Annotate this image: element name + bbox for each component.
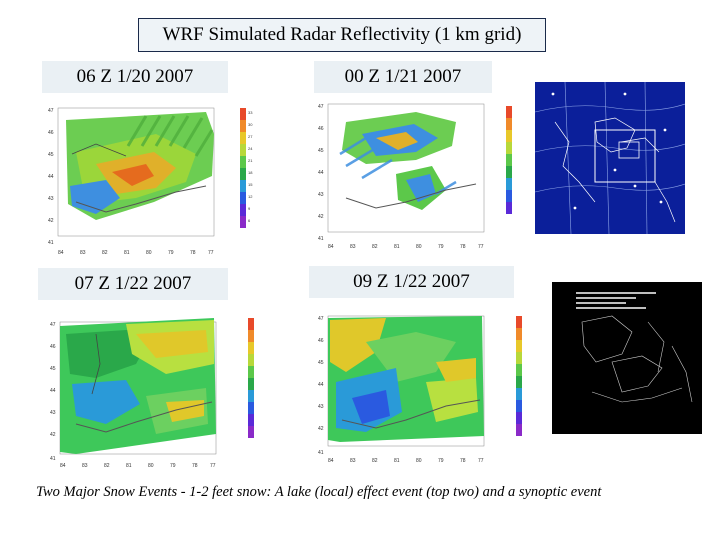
lat-tick: 47 <box>50 322 56 328</box>
lat-tick: 46 <box>48 130 54 136</box>
lon-tick: 84 <box>328 244 334 250</box>
lat-tick: 41 <box>318 450 324 456</box>
lat-tick: 44 <box>50 388 56 394</box>
lon-tick: 79 <box>438 458 444 464</box>
colorbar-tick: 33 <box>248 110 253 115</box>
reflectivity-map-09z-1-22: 47 46 45 44 43 42 41 84 83 82 81 80 79 7… <box>318 315 522 464</box>
lat-tick: 41 <box>318 236 324 242</box>
lon-tick: 81 <box>394 458 400 464</box>
lat-tick: 43 <box>50 410 56 416</box>
colorbar-tick: 21 <box>248 158 253 163</box>
lat-tick: 45 <box>318 148 324 154</box>
lat-tick: 43 <box>318 192 324 198</box>
panel-label-3: 07 Z 1/22 2007 <box>38 268 228 300</box>
panel-label-1: 06 Z 1/20 2007 <box>42 61 228 93</box>
lon-tick: 81 <box>394 244 400 250</box>
lon-tick: 77 <box>208 250 214 256</box>
lon-tick: 77 <box>478 244 484 250</box>
panel-label-2: 00 Z 1/21 2007 <box>314 61 492 93</box>
colorbar-tick: 15 <box>248 182 253 187</box>
panel-label-4: 09 Z 1/22 2007 <box>309 266 514 298</box>
lon-tick: 82 <box>104 463 110 469</box>
colorbar <box>240 108 246 228</box>
colorbar-tick: 12 <box>248 194 253 199</box>
lat-tick: 44 <box>318 382 324 388</box>
lon-tick: 80 <box>146 250 152 256</box>
lon-tick: 81 <box>124 250 130 256</box>
lat-tick: 47 <box>48 108 54 114</box>
page-title: WRF Simulated Radar Reflectivity (1 km g… <box>138 18 546 52</box>
colorbar-tick: 30 <box>248 122 253 127</box>
colorbar-tick: 27 <box>248 134 253 139</box>
lat-tick: 45 <box>50 366 56 372</box>
colorbar-tick: 18 <box>248 170 253 175</box>
lon-tick: 77 <box>210 463 216 469</box>
lon-tick: 84 <box>58 250 64 256</box>
lon-tick: 84 <box>60 463 66 469</box>
lat-tick: 42 <box>50 432 56 438</box>
lon-tick: 82 <box>372 244 378 250</box>
lon-tick: 79 <box>438 244 444 250</box>
lat-tick: 47 <box>318 316 324 322</box>
lat-tick: 45 <box>48 152 54 158</box>
lon-tick: 78 <box>460 458 466 464</box>
colorbar-tick: 24 <box>248 146 253 151</box>
lon-tick: 80 <box>148 463 154 469</box>
model-domain-map <box>535 82 685 234</box>
lon-tick: 83 <box>80 250 86 256</box>
lat-tick: 43 <box>318 404 324 410</box>
lon-tick: 78 <box>460 244 466 250</box>
lon-tick: 80 <box>416 458 422 464</box>
lon-tick: 83 <box>82 463 88 469</box>
colorbar <box>248 318 254 438</box>
colorbar-tick: 9 <box>248 206 251 211</box>
reflectivity-map-00z-1-21: 47 46 45 44 43 42 41 84 83 82 81 80 79 7… <box>318 103 512 250</box>
satellite-image <box>552 282 702 434</box>
lat-tick: 42 <box>48 218 54 224</box>
lon-tick: 78 <box>192 463 198 469</box>
reflectivity-map-07z-1-22: 47 46 45 44 43 42 41 84 83 82 81 80 79 7… <box>50 318 254 469</box>
lon-tick: 84 <box>328 458 334 464</box>
lat-tick: 46 <box>318 126 324 132</box>
lat-tick: 44 <box>318 170 324 176</box>
lat-tick: 46 <box>318 338 324 344</box>
lat-tick: 45 <box>318 360 324 366</box>
lon-tick: 79 <box>168 250 174 256</box>
lon-tick: 83 <box>350 244 356 250</box>
lat-tick: 41 <box>50 456 56 462</box>
lon-tick: 82 <box>372 458 378 464</box>
lat-tick: 47 <box>318 104 324 110</box>
lon-tick: 80 <box>416 244 422 250</box>
colorbar <box>516 316 522 436</box>
lat-tick: 46 <box>50 344 56 350</box>
lat-tick: 42 <box>318 214 324 220</box>
colorbar <box>506 106 512 214</box>
lon-tick: 79 <box>170 463 176 469</box>
lat-tick: 44 <box>48 174 54 180</box>
lon-tick: 81 <box>126 463 132 469</box>
lon-tick: 78 <box>190 250 196 256</box>
lon-tick: 83 <box>350 458 356 464</box>
lon-tick: 77 <box>478 458 484 464</box>
lon-tick: 82 <box>102 250 108 256</box>
caption: Two Major Snow Events - 1-2 feet snow: A… <box>36 484 602 500</box>
reflectivity-map-06z-1-20: 47 46 45 44 43 42 41 84 83 82 81 80 79 7… <box>48 107 253 256</box>
lat-tick: 42 <box>318 426 324 432</box>
colorbar-tick: 6 <box>248 218 251 223</box>
lat-tick: 43 <box>48 196 54 202</box>
lat-tick: 41 <box>48 240 54 246</box>
